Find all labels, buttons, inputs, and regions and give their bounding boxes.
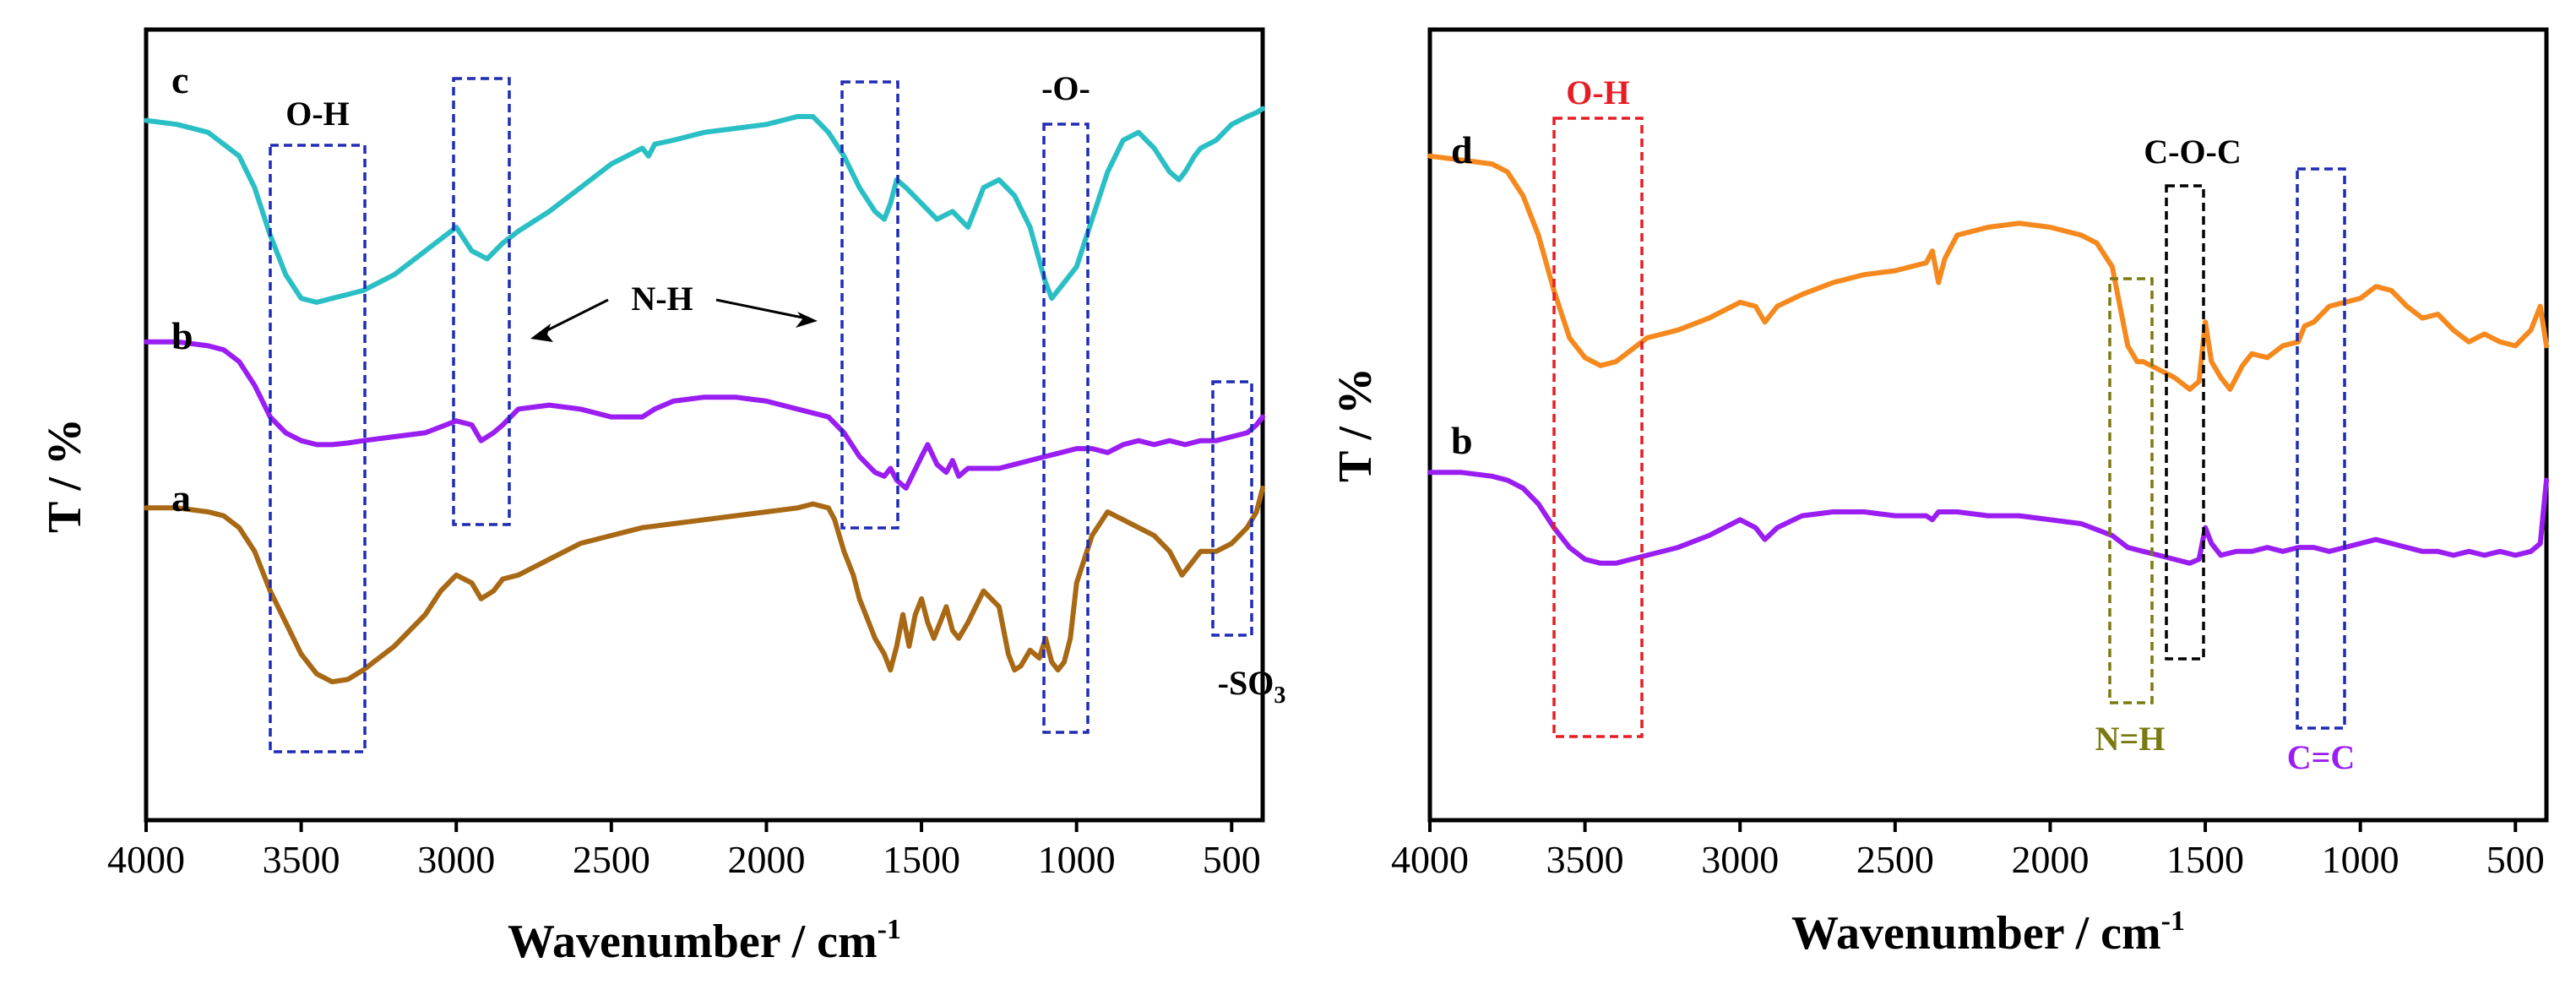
- left-nh-arrows: [530, 298, 818, 342]
- right-oh-label: O-H: [1566, 73, 1630, 111]
- right-panel: 4000 3500 3000 2500 2000 1500 1000 500 T / % Wa…: [1329, 27, 2549, 960]
- left-series-group: [144, 106, 1265, 685]
- right-x-tick-label: 3500: [1546, 838, 1624, 881]
- left-so3-box: [1211, 380, 1253, 637]
- right-cc-box: [2296, 167, 2346, 730]
- left-o-label: -O-: [1041, 69, 1090, 107]
- right-x-axis-title: Wavenumber / cm-1: [1791, 905, 2185, 960]
- left-label-a: a: [171, 476, 191, 519]
- right-oh-box: [1552, 117, 1644, 738]
- left-label-b: b: [171, 314, 193, 357]
- left-label-c: c: [171, 58, 188, 101]
- left-series-a-line: [144, 485, 1265, 685]
- right-nh-box: [2108, 277, 2154, 704]
- left-oh-label: O-H: [285, 95, 350, 133]
- left-nh-box: [840, 80, 899, 530]
- left-x-tick-label: 500: [1203, 838, 1261, 881]
- left-nh-label: N-H: [631, 280, 693, 318]
- right-label-b: b: [1451, 419, 1473, 462]
- right-series-d-line: [1427, 153, 2549, 392]
- left-x-tick-label: 1000: [1038, 838, 1116, 881]
- left-ch-box: [452, 77, 511, 526]
- left-x-tick-label: 2000: [727, 838, 805, 881]
- left-x-axis-title: Wavenumber / cm-1: [508, 914, 901, 968]
- left-so3-label: -SO3: [1218, 664, 1286, 709]
- right-x-tick-label: 2500: [1856, 838, 1934, 881]
- left-plot-frame: [144, 27, 1265, 823]
- right-x-tick-label: 2000: [2011, 838, 2089, 881]
- left-o-box: [1042, 122, 1090, 734]
- right-coc-label: C-O-C: [2144, 133, 2242, 171]
- right-x-tick-label: 4000: [1391, 838, 1469, 881]
- left-x-tick-label: 4000: [107, 838, 185, 881]
- right-coc-box: [2165, 184, 2205, 661]
- right-x-tick-label: 500: [2486, 838, 2545, 881]
- right-series-b-line: [1427, 470, 2549, 566]
- left-x-tick-label: 3500: [263, 838, 340, 881]
- right-label-d: d: [1451, 128, 1473, 171]
- right-x-tick-label: 1000: [2322, 838, 2399, 881]
- right-x-tick-label: 3000: [1701, 838, 1779, 881]
- right-series-group: [1427, 153, 2549, 566]
- right-cc-label: C=C: [2287, 738, 2356, 776]
- left-series-b-line: [144, 339, 1265, 491]
- left-oh-box: [269, 144, 367, 753]
- right-nh-label: N=H: [2095, 720, 2166, 758]
- left-x-ticks: 4000 3500 3000 2500 2000 1500 1000 500: [107, 820, 1261, 881]
- right-y-axis-title: T / %: [1329, 367, 1382, 482]
- left-x-tick-label: 2500: [573, 838, 650, 881]
- left-series-c-line: [144, 106, 1265, 305]
- right-plot-frame: [1427, 27, 2549, 823]
- left-x-tick-label: 3000: [417, 838, 495, 881]
- right-x-tick-label: 1500: [2166, 838, 2244, 881]
- left-panel: 4000 3500 3000 2500 2000 1500 1000 500 T / % Wa…: [39, 27, 1286, 968]
- left-y-axis-title: T / %: [39, 418, 91, 533]
- right-x-ticks: 4000 3500 3000 2500 2000 1500 1000 500: [1391, 820, 2545, 881]
- left-x-tick-label: 1500: [883, 838, 960, 881]
